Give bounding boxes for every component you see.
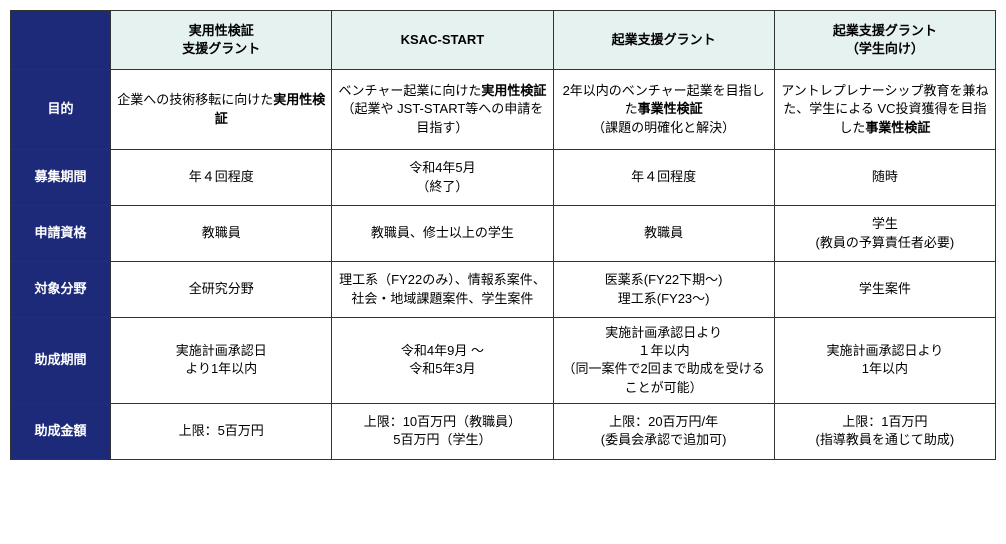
cell-amount-4: 上限：1百万円(指導教員を通じて助成) [774,403,995,459]
header-row: 実用性検証支援グラント KSAC-START 起業支援グラント 起業支援グラント… [11,11,996,70]
row-amount: 助成金額 上限：5百万円 上限：10百万円（教職員）5百万円（学生） 上限：20… [11,403,996,459]
cell-purpose-2: ベンチャー起業に向けた実用性検証 （起業や JST-START等への申請を目指す） [332,70,553,150]
cell-period-4: 随時 [774,150,995,206]
text-bold: 事業性検証 [638,101,703,116]
col-header-2: KSAC-START [332,11,553,70]
row-label-support-period: 助成期間 [11,318,111,404]
text: ベンチャー起業に向けた [338,83,481,98]
cell-purpose-1: 企業への技術移転に向けた実用性検証 [111,70,332,150]
cell-elig-1: 教職員 [111,206,332,262]
text: 企業への技術移転に向けた [117,92,273,107]
row-field: 対象分野 全研究分野 理工系（FY22のみ）、情報系案件、社会・地域課題案件、学… [11,262,996,318]
cell-support-period-2: 令和4年9月 ～令和5年3月 [332,318,553,404]
row-support-period: 助成期間 実施計画承認日より1年以内 令和4年9月 ～令和5年3月 実施計画承認… [11,318,996,404]
cell-support-period-3: 実施計画承認日より１年以内（同一案件で2回まで助成を受けることが可能） [553,318,774,404]
col-header-3: 起業支援グラント [553,11,774,70]
row-label-amount: 助成金額 [11,403,111,459]
row-label-purpose: 目的 [11,70,111,150]
text: （課題の明確化と解決） [592,120,735,135]
cell-amount-1: 上限：5百万円 [111,403,332,459]
cell-field-3: 医薬系(FY22下期～)理工系(FY23～) [553,262,774,318]
row-label-period: 募集期間 [11,150,111,206]
cell-elig-4: 学生(教員の予算責任者必要) [774,206,995,262]
cell-amount-3: 上限：20百万円/年(委員会承認で追加可) [553,403,774,459]
text-bold: 事業性検証 [865,120,930,135]
cell-support-period-1: 実施計画承認日より1年以内 [111,318,332,404]
row-purpose: 目的 企業への技術移転に向けた実用性検証 ベンチャー起業に向けた実用性検証 （起業… [11,70,996,150]
cell-support-period-4: 実施計画承認日より1年以内 [774,318,995,404]
cell-field-4: 学生案件 [774,262,995,318]
cell-field-1: 全研究分野 [111,262,332,318]
cell-field-2: 理工系（FY22のみ）、情報系案件、社会・地域課題案件、学生案件 [332,262,553,318]
cell-purpose-4: アントレプレナーシップ教育を兼ねた、学生による VC投資獲得を目指した事業性検証 [774,70,995,150]
grant-comparison-table: 実用性検証支援グラント KSAC-START 起業支援グラント 起業支援グラント… [10,10,996,460]
col-header-1: 実用性検証支援グラント [111,11,332,70]
cell-purpose-3: 2年以内のベンチャー起業を目指した事業性検証（課題の明確化と解決） [553,70,774,150]
row-period: 募集期間 年４回程度 令和4年5月（終了） 年４回程度 随時 [11,150,996,206]
text-bold: 実用性検証 [481,83,546,98]
row-label-elig: 申請資格 [11,206,111,262]
col-header-4: 起業支援グラント（学生向け） [774,11,995,70]
cell-elig-2: 教職員、修士以上の学生 [332,206,553,262]
cell-period-2: 令和4年5月（終了） [332,150,553,206]
cell-amount-2: 上限：10百万円（教職員）5百万円（学生） [332,403,553,459]
row-elig: 申請資格 教職員 教職員、修士以上の学生 教職員 学生(教員の予算責任者必要) [11,206,996,262]
cell-elig-3: 教職員 [553,206,774,262]
row-label-field: 対象分野 [11,262,111,318]
cell-period-3: 年４回程度 [553,150,774,206]
corner-cell [11,11,111,70]
cell-period-1: 年４回程度 [111,150,332,206]
text: （起業や JST-START等への申請を目指す） [342,101,544,134]
